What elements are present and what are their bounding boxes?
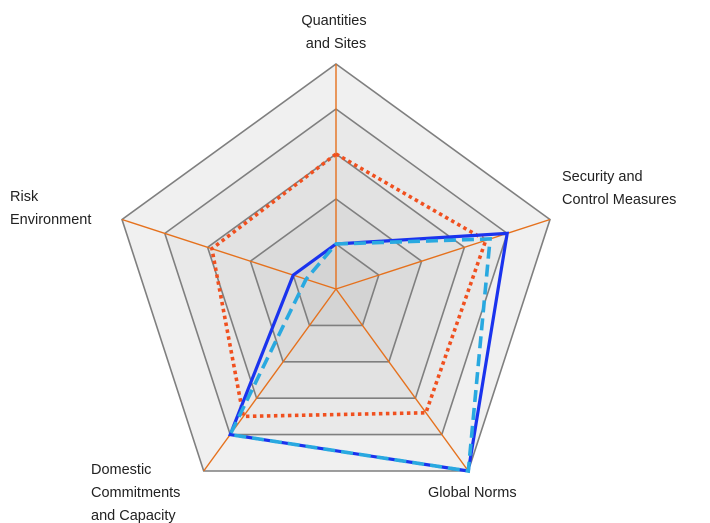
grid-ring-3 <box>206 153 466 400</box>
axis-label-security-and-control-measures: Security and Control Measures <box>562 169 676 208</box>
spoke-4 <box>203 288 337 472</box>
grid-ring-5 <box>121 63 551 472</box>
axis-label-quantities-and-sites: Quantities and Sites <box>301 13 370 52</box>
spoke-3 <box>335 288 469 472</box>
axis-label-risk-environment: Risk Environment <box>10 189 91 228</box>
radar-spokes <box>121 64 551 472</box>
radar-grid-lines <box>121 63 551 472</box>
spoke-2 <box>335 218 551 290</box>
axis-label-domestic-commitments-and-capacity: Domestic Commitments and Capacity <box>91 462 184 523</box>
radar-series <box>209 151 510 474</box>
series-line-dashed <box>227 237 493 474</box>
axis-label-global-norms: Global Norms <box>428 485 517 501</box>
grid-ring-4 <box>163 108 509 436</box>
axis-labels: Quantities and Sites Security and Contro… <box>10 13 676 523</box>
spoke-5 <box>121 218 337 290</box>
grid-ring-2 <box>249 198 423 363</box>
